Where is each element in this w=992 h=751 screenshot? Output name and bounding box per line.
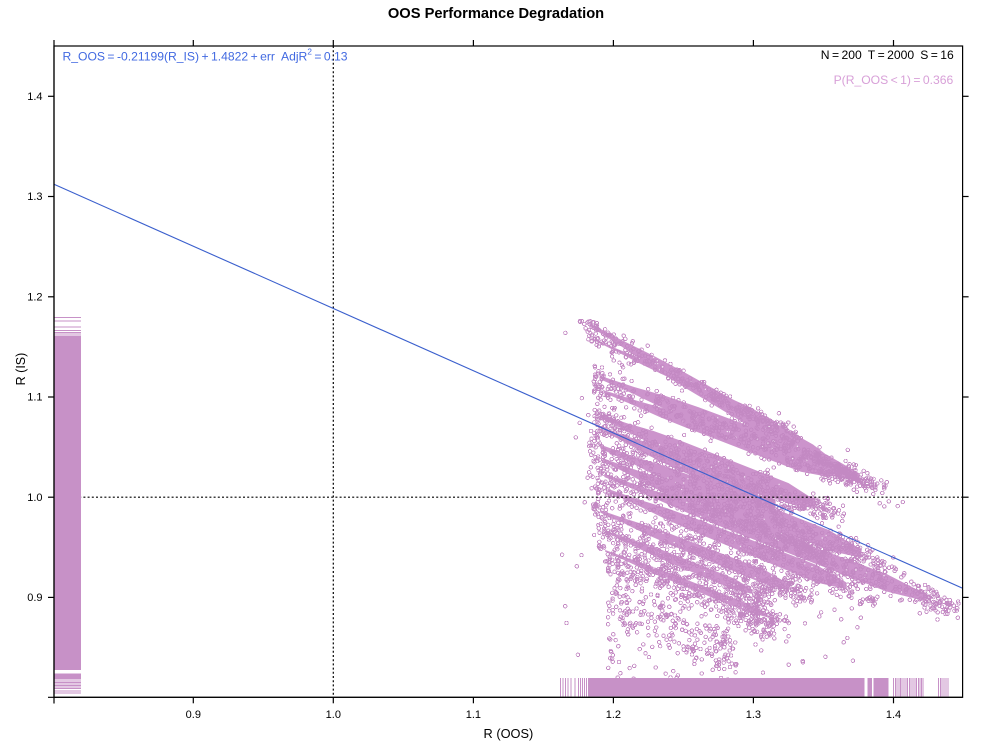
svg-text:1.4: 1.4: [27, 91, 42, 103]
svg-text:0.9: 0.9: [186, 709, 201, 721]
svg-text:1.1: 1.1: [466, 709, 481, 721]
svg-text:N = 200 T = 2000 S = 16: N = 200 T = 2000 S = 16: [821, 48, 954, 62]
svg-text:R_OOS = -0.21199(R_IS) + 1.482: R_OOS = -0.21199(R_IS) + 1.4822 + err Ad…: [63, 48, 348, 64]
svg-text:R (IS): R (IS): [14, 353, 28, 386]
svg-text:P(R_OOS < 1) = 0.366: P(R_OOS < 1) = 0.366: [834, 73, 954, 87]
svg-text:R (OOS): R (OOS): [484, 726, 534, 741]
svg-text:1.2: 1.2: [27, 291, 42, 303]
svg-text:1.1: 1.1: [27, 392, 42, 404]
svg-text:1.0: 1.0: [326, 709, 341, 721]
svg-text:1.4: 1.4: [886, 709, 901, 721]
svg-text:1.0: 1.0: [27, 492, 42, 504]
svg-text:1.2: 1.2: [606, 709, 621, 721]
svg-text:0.9: 0.9: [27, 592, 42, 604]
svg-text:1.3: 1.3: [27, 191, 42, 203]
svg-text:1.3: 1.3: [746, 709, 761, 721]
svg-text:OOS Performance Degradation: OOS Performance Degradation: [388, 6, 604, 22]
